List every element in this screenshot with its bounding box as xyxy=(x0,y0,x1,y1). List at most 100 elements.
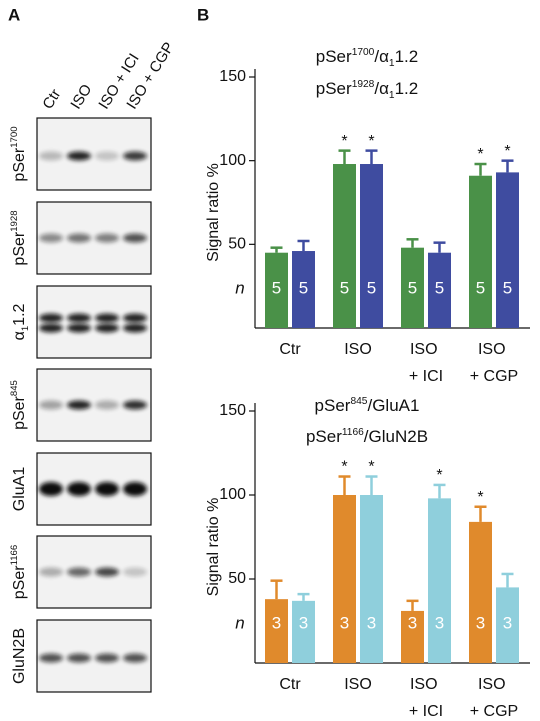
legend-entry: pSer1928/α11.2 xyxy=(316,79,418,101)
x-tick-label: ISO + CGP xyxy=(470,341,518,385)
text-part: /α xyxy=(374,47,389,66)
n-label: n xyxy=(235,613,244,632)
blot-band xyxy=(123,482,147,496)
bar xyxy=(401,247,424,328)
row-label: pSer1928 xyxy=(9,210,28,265)
blot-band xyxy=(39,323,63,333)
text-part: pSer xyxy=(315,396,351,415)
blot-band xyxy=(39,151,63,161)
text-part: /α xyxy=(374,79,389,98)
sample-size: 5 xyxy=(367,278,376,297)
bar xyxy=(292,251,315,328)
bar xyxy=(292,600,315,663)
blot-band xyxy=(123,313,147,323)
lane-label: ISO xyxy=(67,81,95,112)
row-label: GluN2B xyxy=(11,628,28,684)
text-part: pSer xyxy=(11,565,28,599)
significance-star: * xyxy=(504,143,510,160)
text-part: 1928 xyxy=(9,210,20,231)
n-label: n xyxy=(235,278,244,297)
text-part: 1166 xyxy=(342,427,364,438)
sample-size: 5 xyxy=(340,278,349,297)
sample-size: 5 xyxy=(435,278,444,297)
blot-band xyxy=(123,653,147,663)
row-label: pSer1700 xyxy=(9,126,28,181)
bar xyxy=(469,175,492,328)
legend-entry: pSer1700/α11.2 xyxy=(316,47,418,69)
blot-band xyxy=(67,313,91,323)
text-part: 1.2 xyxy=(395,79,419,98)
text-part: pSer xyxy=(11,231,28,265)
blot-band xyxy=(67,400,91,410)
sample-size: 5 xyxy=(503,278,512,297)
blot-band xyxy=(39,653,63,663)
bar xyxy=(469,521,492,663)
blot-band xyxy=(39,313,63,323)
bar xyxy=(265,252,288,328)
row-label: pSer845 xyxy=(9,380,28,430)
blot-band xyxy=(95,233,119,243)
text-part: pSer xyxy=(316,47,352,66)
blot-band xyxy=(95,653,119,663)
y-tick-label: 100 xyxy=(219,152,246,169)
y-tick-label: 150 xyxy=(219,402,246,419)
blot-band xyxy=(39,400,63,410)
sample-size: 5 xyxy=(299,278,308,297)
significance-star: * xyxy=(436,467,442,484)
bar xyxy=(360,164,383,328)
bar xyxy=(496,587,519,663)
text-part: GluA1 xyxy=(11,467,28,512)
text-part: α xyxy=(11,331,28,340)
bar xyxy=(428,252,451,328)
sample-size: 3 xyxy=(340,613,349,632)
text-part: pSer xyxy=(306,427,342,446)
y-axis-title: Signal ratio % xyxy=(205,498,222,597)
row-label: GluA1 xyxy=(11,467,28,512)
sample-size: 3 xyxy=(408,613,417,632)
y-tick-label: 100 xyxy=(219,486,246,503)
text-part: 1166 xyxy=(9,545,20,566)
blot-band xyxy=(95,567,119,577)
blot-band xyxy=(123,323,147,333)
lane-label: Ctr xyxy=(39,86,64,112)
text-part: pSer xyxy=(11,147,28,181)
y-axis-title: Signal ratio % xyxy=(205,163,222,262)
y-tick-label: 150 xyxy=(219,68,246,85)
text-part: 1.2 xyxy=(11,303,28,325)
blot-band xyxy=(39,233,63,243)
text-part: 1700 xyxy=(352,47,375,58)
text-part: GluN2B xyxy=(11,628,28,684)
blot-band xyxy=(95,400,119,410)
text-part: 1928 xyxy=(352,79,375,90)
legend-entry: pSer1166/GluN2B xyxy=(306,427,428,446)
text-part: 845 xyxy=(350,396,367,407)
sample-size: 3 xyxy=(435,613,444,632)
bar xyxy=(333,495,356,663)
blot-band xyxy=(95,151,119,161)
panel-label: A xyxy=(8,5,20,24)
text-part: 1 xyxy=(20,326,31,331)
blot-band xyxy=(67,233,91,243)
text-part: 1 xyxy=(389,90,395,101)
sample-size: 3 xyxy=(367,613,376,632)
blot-band xyxy=(67,323,91,333)
text-part: /GluA1 xyxy=(367,396,419,415)
y-tick-label: 50 xyxy=(228,236,246,253)
text-part: 1.2 xyxy=(395,47,419,66)
text-part: pSer xyxy=(316,79,352,98)
row-label: α11.2 xyxy=(11,303,31,340)
legend-entry: pSer845/GluA1 xyxy=(315,396,420,415)
bar xyxy=(496,172,519,328)
blot-band xyxy=(67,482,91,496)
row-label: pSer1166 xyxy=(9,545,28,599)
sample-size: 5 xyxy=(476,278,485,297)
sample-size: 3 xyxy=(299,613,308,632)
sample-size: 5 xyxy=(272,278,281,297)
x-tick-label: ISO + CGP xyxy=(470,676,518,720)
significance-star: * xyxy=(368,459,374,476)
blot-band xyxy=(123,567,147,577)
significance-star: * xyxy=(341,459,347,476)
x-tick-label: Ctr xyxy=(279,676,301,693)
